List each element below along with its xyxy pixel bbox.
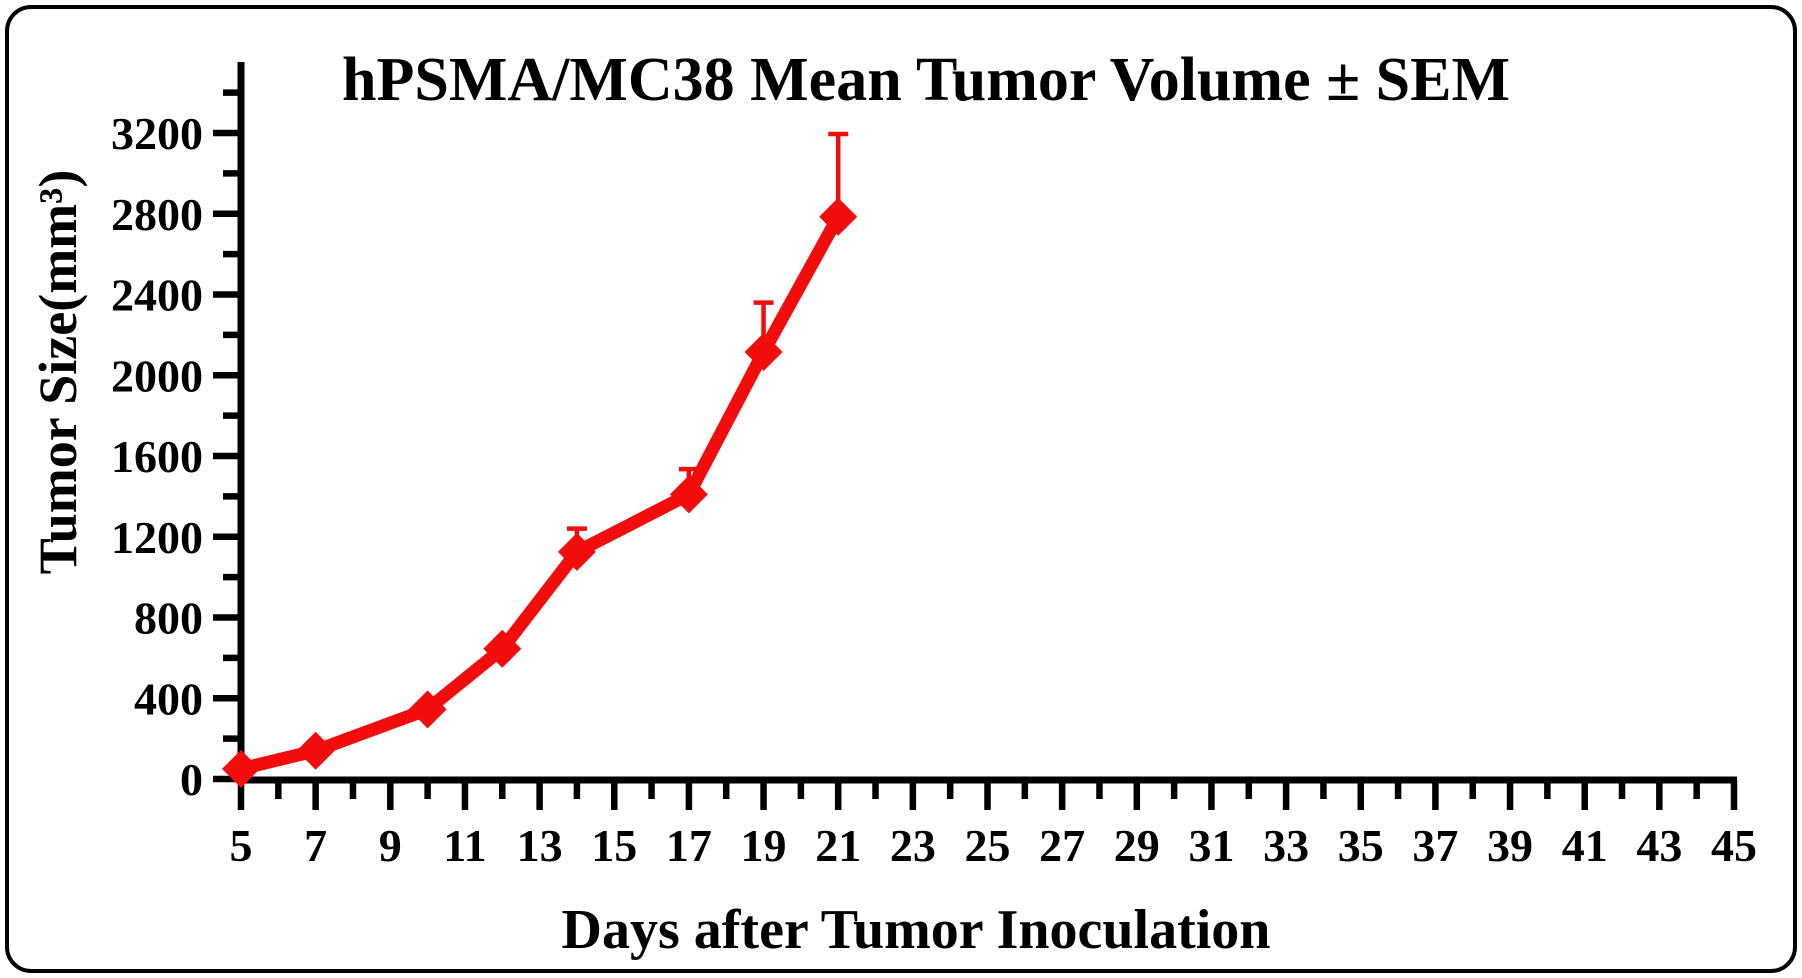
data-series <box>222 197 858 788</box>
x-tick-label: 17 <box>666 820 712 871</box>
x-tick-label: 23 <box>890 820 936 871</box>
y-tick-label: 2800 <box>111 189 203 240</box>
y-tick-label: 1200 <box>111 512 203 563</box>
x-tick-label: 21 <box>815 820 861 871</box>
x-tick-label: 27 <box>1039 820 1085 871</box>
axes: 0 400 800 1200 1600 2000 2400 2800 3200 5 7 9 11 13 15… <box>111 62 1757 871</box>
x-tick-label: 19 <box>741 820 787 871</box>
x-tick-label: 43 <box>1636 820 1682 871</box>
x-tick-label: 31 <box>1188 820 1234 871</box>
x-tick-label: 7 <box>304 820 327 871</box>
x-tick-label: 45 <box>1711 820 1757 871</box>
x-tick-label: 41 <box>1562 820 1608 871</box>
y-tick-label: 1600 <box>111 431 203 482</box>
data-point-marker <box>744 333 783 372</box>
x-axis-label: Days after Tumor Inoculation <box>562 899 1271 961</box>
y-tick-label: 3200 <box>111 108 203 159</box>
y-tick-label: 0 <box>180 754 203 805</box>
data-point-marker <box>408 690 447 729</box>
x-tick-label: 29 <box>1114 820 1160 871</box>
y-axis-label: Tumor Size(mm³) <box>28 170 88 575</box>
x-tick-label: 9 <box>379 820 402 871</box>
y-tick-label: 400 <box>134 673 203 724</box>
data-point-marker <box>483 629 522 668</box>
x-tick-label: 35 <box>1338 820 1384 871</box>
data-point-marker <box>819 197 858 236</box>
data-point-marker <box>669 475 708 514</box>
series-line <box>234 210 845 776</box>
data-point-marker <box>557 532 596 571</box>
y-tick-label: 2400 <box>111 270 203 321</box>
sem-error-bars <box>566 131 849 552</box>
x-tick-label: 25 <box>965 820 1011 871</box>
x-tick-label: 15 <box>591 820 637 871</box>
x-tick-label: 39 <box>1487 820 1533 871</box>
x-tick-label: 33 <box>1263 820 1309 871</box>
data-point-marker <box>222 749 260 788</box>
x-tick-label: 37 <box>1412 820 1458 871</box>
x-tick-label: 5 <box>230 820 253 871</box>
chart-title: hPSMA/MC38 Mean Tumor Volume ± SEM <box>342 46 1510 114</box>
x-tick-label: 13 <box>517 820 563 871</box>
y-tick-label: 2000 <box>111 350 203 401</box>
data-point-marker <box>296 731 335 770</box>
y-tick-label: 800 <box>134 593 203 644</box>
x-tick-label: 11 <box>443 820 486 871</box>
